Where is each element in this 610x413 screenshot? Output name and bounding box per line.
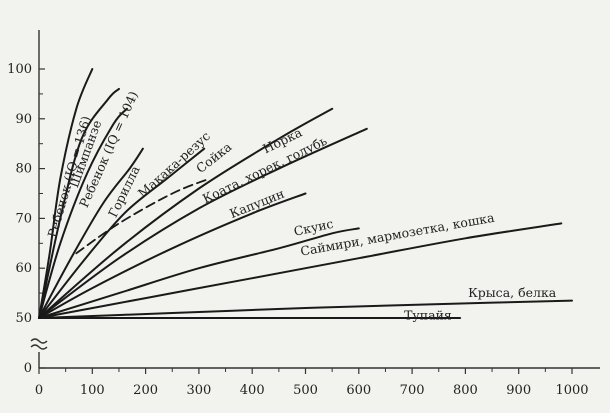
x-tick-label: 300	[186, 383, 211, 398]
series-line-11	[38, 222, 563, 319]
series-line-1	[38, 68, 94, 319]
x-tick-label: 900	[506, 383, 531, 398]
y-tick-label: 90	[15, 112, 32, 127]
y-axis-break-mark-1	[30, 338, 48, 344]
x-tick-label: 400	[240, 383, 265, 398]
series-line-5	[38, 147, 206, 319]
y-axis-break-mark-2	[30, 344, 48, 350]
series-line-2	[38, 87, 120, 319]
series-line-12	[38, 299, 573, 319]
series-line-8	[38, 127, 368, 319]
series-line-9	[38, 192, 307, 319]
y-tick-label: 100	[7, 62, 32, 77]
x-tick-label: 1000	[555, 383, 588, 398]
series-label-12: Крыса, белка	[468, 285, 557, 300]
series-line-6	[75, 177, 211, 255]
series-line-4	[38, 147, 144, 319]
y-tick-label: 80	[15, 162, 32, 177]
x-tick-label: 800	[453, 383, 478, 398]
x-tick-label: 500	[293, 383, 318, 398]
x-tick-label: 600	[346, 383, 371, 398]
series-line-3	[38, 107, 128, 319]
x-tick-label: 200	[133, 383, 158, 398]
y-tick-label: 70	[15, 211, 32, 226]
series-label-13: Тупайя	[404, 308, 452, 323]
x-tick-label: 700	[400, 383, 425, 398]
series-line-10	[38, 227, 360, 319]
x-tick-label: 0	[35, 383, 43, 398]
y-tick-label: 50	[15, 311, 32, 326]
y-tick-label: 60	[15, 261, 32, 276]
x-tick-label: 100	[80, 383, 105, 398]
series-line-7	[38, 107, 334, 319]
y-tick-label: 0	[24, 361, 32, 376]
